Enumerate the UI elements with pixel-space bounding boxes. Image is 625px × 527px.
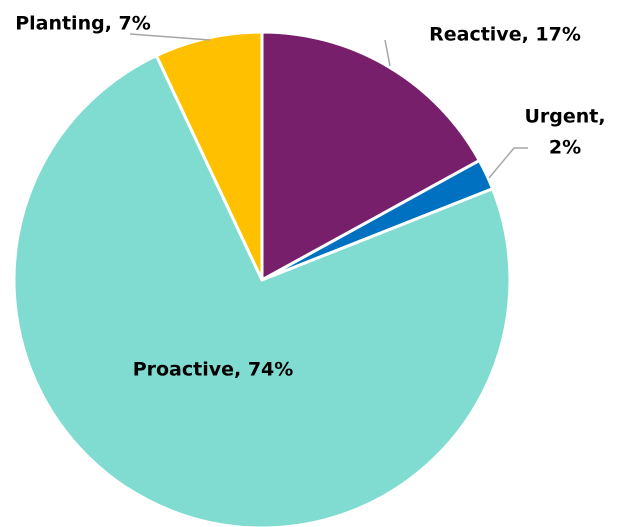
data-label-planting: Planting, 7%: [15, 13, 151, 35]
data-label-urgent-line-2: 2%: [549, 137, 581, 159]
data-labels: Reactive, 17% Urgent, 2% Proactive, 74% Plan…: [15, 13, 605, 381]
pie-slices: [12, 30, 512, 527]
leader-line-planting: [129, 33, 211, 41]
pie-slice-reactive: [260, 30, 481, 282]
pie-slice-proactive: [12, 54, 512, 527]
leader-line-urgent: [488, 147, 528, 179]
data-label-proactive: Proactive, 74%: [133, 359, 294, 381]
leader-lines: [129, 33, 528, 179]
data-label-urgent-line-1: Urgent,: [524, 106, 605, 128]
data-label-reactive: Reactive, 17%: [429, 24, 581, 46]
leader-line-reactive: [384, 39, 391, 67]
pie-slice-planting: [154, 30, 264, 282]
